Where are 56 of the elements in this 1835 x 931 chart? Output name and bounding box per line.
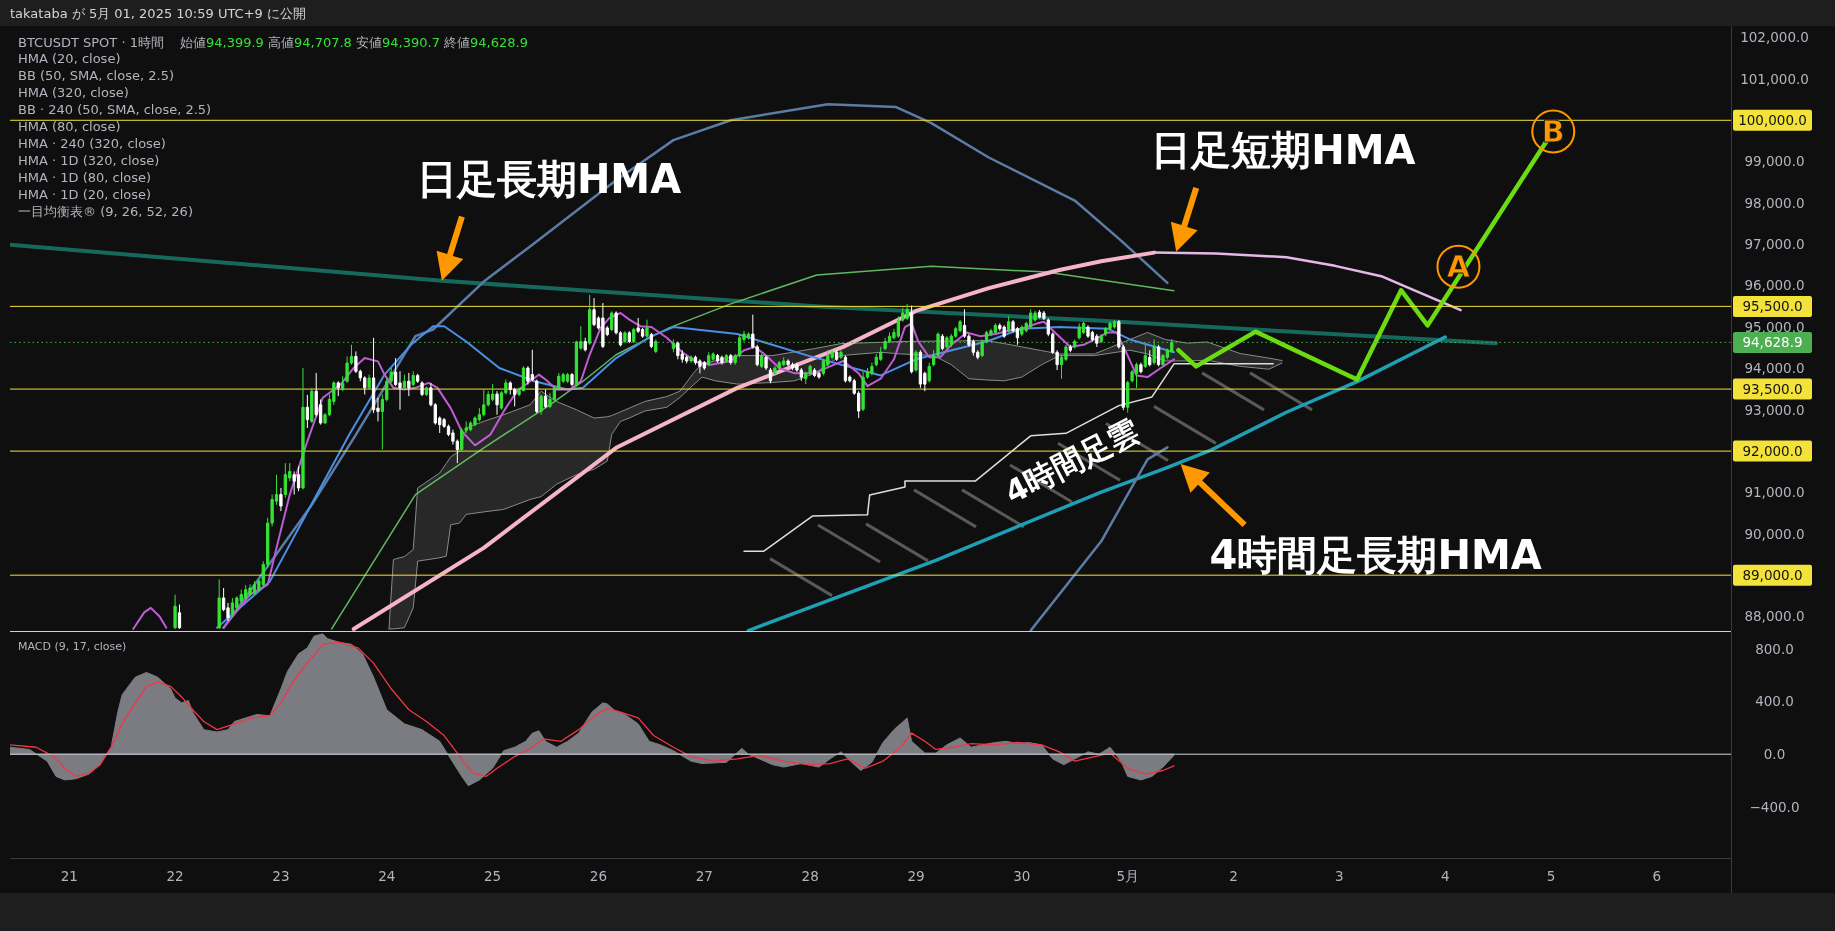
- annotation: HMA · 1D (320, close): [18, 152, 160, 168]
- x-tick-label: 5月: [1116, 868, 1139, 884]
- ref-line-label: 100,000.0: [1738, 112, 1807, 129]
- y-tick-label: 88,000.0: [1744, 608, 1805, 625]
- x-tick-label: 2: [1229, 868, 1238, 884]
- y-tick-label: 800.0: [1755, 640, 1794, 657]
- annotation: 4時間足長期HMA: [1209, 531, 1542, 578]
- annotation: HMA (20, close): [18, 51, 121, 67]
- y-tick-label: 95,000.0: [1744, 318, 1805, 335]
- x-tick-label: 27: [695, 868, 713, 884]
- chart-title: takataba が 5月 01, 2025 10:59 UTC+9 に公開: [10, 6, 306, 21]
- y-tick-label: 93,000.0: [1744, 401, 1805, 418]
- y-tick-label: 0.0: [1763, 746, 1786, 762]
- x-tick-label: 30: [1013, 868, 1031, 884]
- x-tick-label: 22: [166, 868, 184, 884]
- ref-line-label: 92,000.0: [1742, 443, 1803, 460]
- annotation: 日足短期HMA: [1151, 126, 1416, 173]
- x-tick-label: 26: [589, 868, 608, 884]
- annotation: MACD (9, 17, close): [18, 640, 127, 653]
- ref-line-label: 95,500.0: [1742, 298, 1803, 315]
- annotation: B: [1541, 113, 1565, 149]
- x-tick-label: 6: [1652, 868, 1662, 884]
- annotation: HMA · 1D (20, close): [18, 186, 152, 202]
- x-tick-label: 25: [484, 868, 502, 884]
- y-tick-label: 400.0: [1755, 693, 1794, 710]
- y-tick-label: 99,000.0: [1744, 153, 1805, 170]
- ref-line-label: 89,000.0: [1742, 567, 1803, 584]
- annotation: 4時間足雲: [998, 412, 1145, 511]
- annotation: 始値94,399.9 高値94,707.8 安値94,390.7 終値94,628.9: [179, 34, 528, 50]
- x-tick-label: 3: [1335, 868, 1344, 884]
- annotation: HMA · 240 (320, close): [18, 135, 166, 151]
- x-tick-label: 23: [272, 868, 290, 884]
- x-tick-label: 4: [1440, 868, 1450, 884]
- y-tick-label: 90,000.0: [1744, 525, 1805, 542]
- x-tick-label: 29: [907, 868, 925, 884]
- y-tick-label: −400.0: [1749, 798, 1800, 815]
- y-tick-label: 102,000.0: [1740, 29, 1809, 46]
- x-tick-label: 24: [378, 868, 396, 884]
- y-tick-label: 91,000.0: [1744, 484, 1805, 501]
- x-tick-label: 28: [801, 868, 819, 884]
- y-tick-label: 97,000.0: [1744, 236, 1805, 253]
- text: BTCUSDT SPOT · 1時間: [18, 34, 164, 50]
- x-tick-label: 5: [1546, 868, 1556, 884]
- annotation: BB (50, SMA, close, 2.5): [18, 68, 174, 84]
- ref-line-label: 94,628.9: [1742, 334, 1803, 351]
- annotation: HMA (80, close): [18, 119, 121, 134]
- annotation: HMA · 1D (80, close): [18, 169, 152, 185]
- ref-line-label: 93,500.0: [1742, 381, 1803, 398]
- y-tick-label: 94,000.0: [1744, 360, 1805, 377]
- annotation: 一目均衡表® (9, 26, 52, 26): [18, 203, 193, 219]
- y-tick-label: 96,000.0: [1744, 277, 1805, 294]
- y-tick-label: 101,000.0: [1740, 70, 1809, 87]
- y-tick-label: 98,000.0: [1744, 194, 1805, 211]
- annotation: HMA (320, close): [18, 85, 129, 101]
- x-tick-label: 21: [60, 868, 78, 884]
- annotation: BB · 240 (50, SMA, close, 2.5): [18, 102, 212, 118]
